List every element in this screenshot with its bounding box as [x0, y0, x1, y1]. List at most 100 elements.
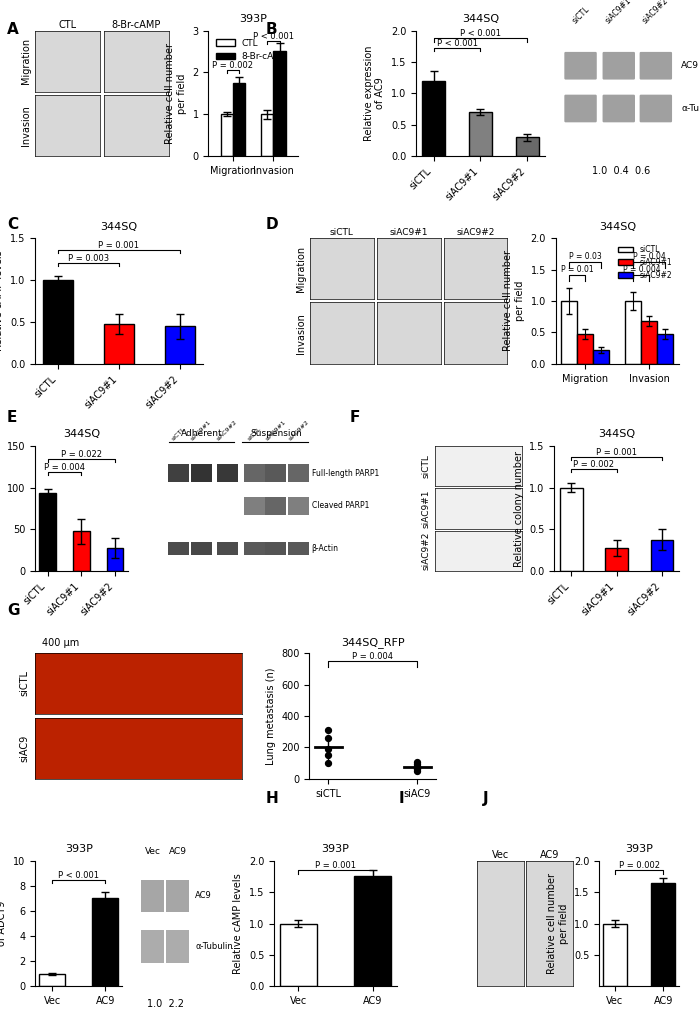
Bar — [217, 465, 238, 482]
Text: P < 0.001: P < 0.001 — [253, 32, 294, 41]
Bar — [168, 542, 189, 555]
Bar — [265, 542, 286, 555]
Text: Full-length PARP1: Full-length PARP1 — [312, 469, 379, 478]
Y-axis label: Relative cell number
per field: Relative cell number per field — [165, 43, 187, 143]
Bar — [164, 326, 195, 364]
Y-axis label: Relative expression
of AC9: Relative expression of AC9 — [364, 46, 386, 141]
Text: P = 0.004: P = 0.004 — [44, 464, 85, 473]
Title: 393P: 393P — [321, 844, 349, 854]
Bar — [594, 350, 609, 364]
Bar — [274, 52, 286, 157]
Title: AC9: AC9 — [540, 850, 559, 860]
Legend: siCTL, siAC9#1, siAC9#2: siCTL, siAC9#1, siAC9#2 — [615, 242, 675, 283]
Title: 393P: 393P — [239, 14, 267, 24]
Point — [412, 755, 423, 771]
Title: CTL: CTL — [59, 19, 77, 29]
Text: Vec: Vec — [145, 847, 161, 855]
Text: P = 0.04: P = 0.04 — [633, 252, 666, 261]
Text: siCTL: siCTL — [171, 426, 186, 441]
Bar — [191, 465, 212, 482]
Text: A: A — [7, 21, 19, 37]
Bar — [578, 334, 594, 364]
Point — [412, 763, 423, 779]
Y-axis label: Relative cell number
per field: Relative cell number per field — [503, 250, 525, 352]
Point — [412, 758, 423, 774]
Text: C: C — [7, 217, 18, 232]
Text: α-Tubulin: α-Tubulin — [681, 104, 700, 113]
Bar — [422, 80, 445, 157]
Bar — [191, 497, 212, 515]
Title: siAC9#2: siAC9#2 — [456, 228, 495, 237]
Bar — [233, 83, 245, 157]
Bar — [92, 898, 118, 986]
Text: siAC9#2: siAC9#2 — [216, 419, 239, 441]
Text: P = 0.002: P = 0.002 — [619, 861, 659, 871]
Point — [412, 760, 423, 776]
Y-axis label: Lung metastasis (n): Lung metastasis (n) — [265, 667, 276, 765]
FancyBboxPatch shape — [564, 95, 597, 122]
Y-axis label: siAC9#1: siAC9#1 — [422, 489, 431, 528]
Bar — [288, 465, 309, 482]
Bar — [603, 923, 627, 986]
Bar — [641, 321, 657, 364]
FancyBboxPatch shape — [640, 52, 672, 79]
Text: J: J — [483, 791, 489, 806]
Bar — [106, 548, 123, 572]
Bar — [650, 540, 673, 572]
Text: siAC9#2: siAC9#2 — [641, 0, 671, 25]
Bar — [167, 880, 189, 912]
Bar — [220, 114, 233, 157]
Bar — [39, 974, 66, 986]
Bar — [265, 465, 286, 482]
Bar — [560, 487, 582, 572]
FancyBboxPatch shape — [603, 52, 635, 79]
Y-axis label: Migration: Migration — [21, 38, 31, 84]
Bar — [244, 542, 265, 555]
Title: 344SQ: 344SQ — [462, 14, 499, 24]
Bar — [625, 301, 641, 364]
Y-axis label: Relative cAMP levels: Relative cAMP levels — [233, 874, 244, 974]
Bar — [168, 465, 189, 482]
Title: siCTL: siCTL — [330, 228, 354, 237]
Y-axis label: % Cells seeded: % Cells seeded — [0, 472, 1, 545]
Text: AC9: AC9 — [169, 847, 187, 855]
Bar — [265, 497, 286, 515]
Text: Suspension: Suspension — [250, 429, 302, 438]
Text: P < 0.001: P < 0.001 — [58, 871, 99, 880]
Text: α-Tubulin: α-Tubulin — [195, 942, 233, 951]
Text: E: E — [7, 410, 18, 425]
Point — [412, 761, 423, 777]
Bar — [141, 930, 164, 963]
Text: 1.0  0.4  0.6: 1.0 0.4 0.6 — [592, 167, 650, 176]
Title: 393P: 393P — [625, 844, 653, 854]
Title: 344SQ: 344SQ — [598, 222, 636, 232]
Y-axis label: Relative cAMP levels: Relative cAMP levels — [0, 250, 4, 351]
Bar — [651, 883, 676, 986]
Text: P = 0.001: P = 0.001 — [596, 447, 637, 457]
Bar — [469, 112, 492, 157]
Bar — [288, 542, 309, 555]
Text: P < 0.001: P < 0.001 — [437, 39, 477, 48]
Bar — [288, 497, 309, 515]
FancyBboxPatch shape — [603, 95, 635, 122]
Text: siAC9#1: siAC9#1 — [604, 0, 634, 25]
Title: siAC9#1: siAC9#1 — [389, 228, 428, 237]
Bar — [561, 301, 577, 364]
Text: P = 0.002: P = 0.002 — [573, 460, 615, 469]
Point — [323, 741, 334, 758]
Bar — [354, 877, 391, 986]
Text: siAC9#1: siAC9#1 — [190, 419, 213, 441]
Y-axis label: siCTL: siCTL — [422, 454, 431, 478]
Text: G: G — [7, 603, 20, 618]
Y-axis label: Relative colony number: Relative colony number — [514, 451, 524, 566]
Text: 1.0  2.2: 1.0 2.2 — [147, 999, 183, 1009]
Bar — [167, 930, 189, 963]
Point — [323, 747, 334, 764]
Text: AC9: AC9 — [195, 892, 212, 900]
Text: Cleaved PARP1: Cleaved PARP1 — [312, 501, 369, 511]
Bar — [244, 465, 265, 482]
Bar — [43, 280, 73, 364]
Point — [323, 730, 334, 746]
Text: P = 0.022: P = 0.022 — [61, 451, 102, 459]
Title: 8-Br-cAMP: 8-Br-cAMP — [112, 19, 161, 29]
